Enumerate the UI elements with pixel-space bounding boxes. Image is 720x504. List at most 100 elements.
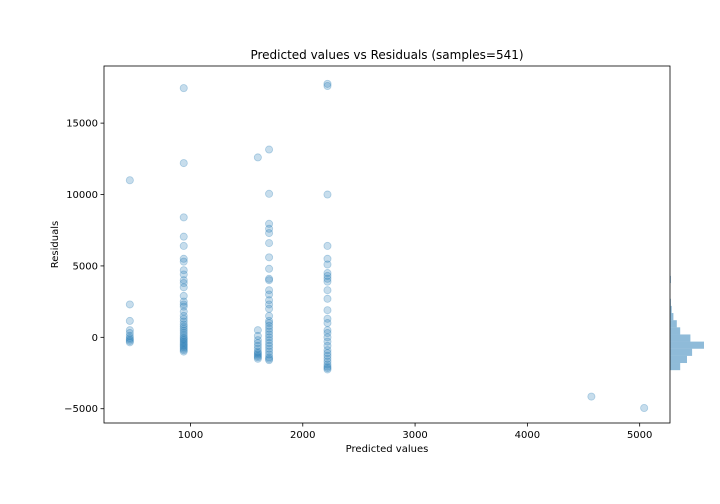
scatter-point-36 [179, 333, 188, 342]
scatter-point-22 [179, 291, 188, 300]
scatter-point-40 [179, 339, 188, 348]
scatter-point-98 [323, 269, 332, 278]
scatter-point-121 [587, 392, 596, 401]
y-axis-label: Residuals [50, 221, 61, 268]
y-tick-label: 15000 [66, 119, 98, 130]
scatter-point-73 [265, 300, 274, 309]
scatter-point-81 [265, 330, 274, 339]
scatter-point-32 [179, 324, 188, 333]
scatter-point-33 [179, 326, 188, 335]
scatter-point-18 [179, 270, 188, 279]
scatter-point-93 [323, 81, 332, 90]
scatter-point-65 [265, 239, 274, 248]
scatter-point-14 [179, 241, 188, 250]
scatter-point-46 [179, 347, 188, 356]
scatter-point-50 [253, 336, 262, 345]
scatter-point-83 [265, 336, 274, 345]
scatter-point-39 [179, 337, 188, 346]
scatter-point-82 [265, 333, 274, 342]
scatter-point-45 [179, 346, 188, 355]
scatter-point-59 [253, 354, 262, 363]
scatter-point-54 [253, 347, 262, 356]
scatter-point-60 [265, 145, 274, 154]
scatter-point-44 [179, 344, 188, 353]
scatter-point-66 [265, 253, 274, 262]
x-tick-label: 5000 [627, 430, 652, 441]
scatter-point-10 [179, 84, 188, 93]
scatter-point-113 [323, 349, 332, 358]
scatter-point-108 [323, 329, 332, 338]
scatter-point-41 [179, 340, 188, 349]
scatter-point-47 [253, 153, 262, 162]
scatter-point-25 [179, 302, 188, 311]
histogram-bar-9 [670, 298, 671, 306]
scatter-point-69 [265, 276, 274, 285]
scatter-point-110 [323, 337, 332, 346]
scatter-point-15 [179, 254, 188, 263]
scatter-point-49 [253, 331, 262, 340]
scatter-point-92 [323, 79, 332, 88]
plot-frame [103, 65, 671, 424]
scatter-point-67 [265, 264, 274, 273]
scatter-point-88 [265, 350, 274, 359]
scatter-point-91 [265, 356, 274, 365]
scatter-point-90 [265, 354, 274, 363]
x-tick-label: 1000 [178, 430, 203, 441]
y-axis: −5000 0 5000 10000 15000 [64, 119, 104, 415]
y-tick-label: −5000 [64, 404, 98, 415]
scatter-point-95 [323, 241, 332, 250]
scatter-point-117 [323, 360, 332, 369]
histogram-bar-3 [670, 341, 704, 349]
scatter-point-72 [265, 296, 274, 305]
scatter-point-48 [253, 326, 262, 335]
scatter-point-101 [323, 277, 332, 286]
scatter-point-78 [265, 321, 274, 330]
scatter-point-28 [179, 314, 188, 323]
scatter-point-94 [323, 190, 332, 199]
scatter-point-17 [179, 266, 188, 275]
scatter-point-97 [323, 260, 332, 269]
scatter-point-122 [640, 404, 649, 413]
chart-title: Predicted values vs Residuals (samples=5… [250, 48, 523, 62]
scatter-point-79 [265, 324, 274, 333]
scatter-point-86 [265, 344, 274, 353]
histogram-bar-8 [670, 305, 672, 314]
scatter-point-102 [323, 286, 332, 295]
scatter-point-13 [179, 232, 188, 241]
scatter-point-89 [265, 353, 274, 362]
histogram-bar-10 [670, 275, 671, 284]
scatter-point-63 [265, 224, 274, 233]
scatter-point-19 [179, 276, 188, 285]
x-tick-label: 3000 [402, 430, 427, 441]
scatter-point-114 [323, 351, 332, 360]
scatter-point-37 [179, 334, 188, 343]
scatter-point-5 [125, 331, 134, 340]
scatter-point-23 [179, 297, 188, 306]
scatter-point-77 [265, 319, 274, 328]
scatter-point-68 [265, 274, 274, 283]
scatter-point-35 [179, 331, 188, 340]
scatter-point-75 [265, 311, 274, 320]
scatter-point-118 [323, 362, 332, 371]
scatter-point-85 [265, 341, 274, 350]
x-axis-label: Predicted values [346, 444, 429, 455]
scatter-point-106 [323, 319, 332, 328]
scatter-point-30 [179, 320, 188, 329]
scatter-point-71 [265, 290, 274, 299]
scatter-point-38 [179, 336, 188, 345]
scatter-point-61 [265, 189, 274, 198]
scatter-point-80 [265, 327, 274, 336]
histogram-bar-4 [670, 334, 691, 342]
scatter-point-109 [323, 333, 332, 342]
scatter-point-103 [323, 294, 332, 303]
scatter-point-8 [125, 336, 134, 345]
scatter-point-1 [125, 300, 134, 309]
histogram-bar-1 [670, 355, 687, 364]
scatter-point-26 [179, 307, 188, 316]
scatter-point-56 [253, 350, 262, 359]
scatter-point-12 [179, 213, 188, 222]
scatter-point-29 [179, 317, 188, 326]
histogram-bar-7 [670, 313, 674, 321]
scatter-point-107 [323, 326, 332, 335]
